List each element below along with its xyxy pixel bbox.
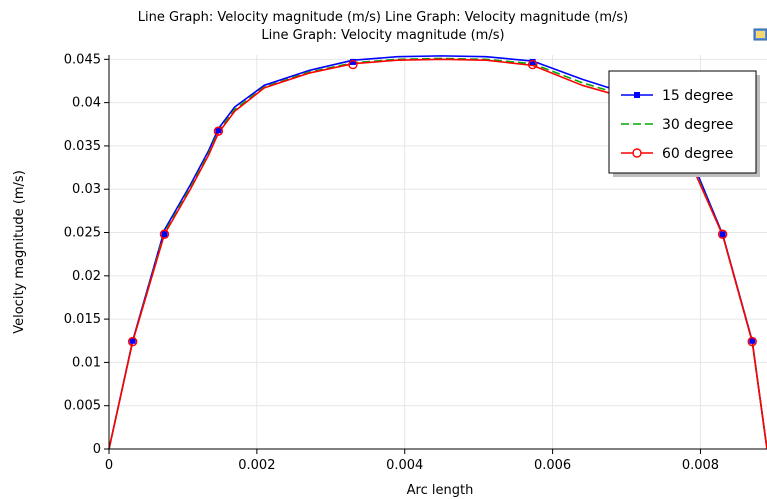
x-tick-label: 0.002 [238,458,275,473]
legend-item-30-degree: 30 degree [621,117,733,133]
marker-60-degree [527,59,538,70]
y-tick-label: 0.005 [64,399,101,414]
y-axis-label: Velocity magnitude (m/s) [12,170,27,334]
marker-60-degree [747,336,757,347]
chart-title-line-1: Line Graph: Velocity magnitude (m/s) Lin… [138,10,628,25]
marker-15-degree [529,58,536,65]
legend-item-60-degree: 60 degree [621,146,733,162]
y-tick-label: 0.035 [64,139,101,154]
x-tick-label: 0.006 [534,458,571,473]
image-icon[interactable] [753,28,767,41]
marker-15-degree [719,231,726,238]
marker-layer [127,58,757,347]
marker-60-degree [127,336,138,347]
chart-title-line-2: Line Graph: Velocity magnitude (m/s) [261,28,504,43]
marker-15-degree [749,337,756,344]
marker-15-degree [349,58,356,65]
ticks: 0 0.002 0.004 0.006 0.008 0 0.005 0.01 0.015 0.02… [64,52,719,473]
y-tick-label: 0.015 [64,312,101,327]
marker-60-degree [717,229,728,239]
y-tick-label: 0.045 [64,52,101,67]
axes [108,55,767,450]
x-axis-label: Arc length [407,483,474,498]
y-tick-label: 0.01 [72,355,101,370]
x-tick-label: 0.008 [682,458,719,473]
marker-60-degree [213,126,224,136]
legend-items: 15 degree 30 degree 60 degree [621,88,733,162]
legend: 15 degree 30 degree 60 degree [608,70,760,177]
legend-label: 15 degree [662,88,733,104]
legend-label: 60 degree [662,146,733,162]
y-tick-label: 0.02 [72,269,101,284]
x-tick-label: 0.004 [386,458,423,473]
legend-marker-circle [632,148,642,158]
marker-15-degree [215,127,222,134]
legend-item-15-degree: 15 degree [621,88,733,104]
marker-15-degree [129,337,136,344]
legend-marker-square [634,92,640,98]
marker-60-degree [348,59,358,70]
y-tick-label: 0.03 [72,182,101,197]
y-tick-label: 0.04 [72,96,101,111]
marker-60-degree [159,229,170,239]
marker-15-degree [161,231,168,238]
legend-label: 30 degree [662,117,733,133]
x-tick-label: 0 [105,458,113,473]
y-tick-label: 0 [93,442,101,457]
y-tick-label: 0.025 [64,226,101,241]
